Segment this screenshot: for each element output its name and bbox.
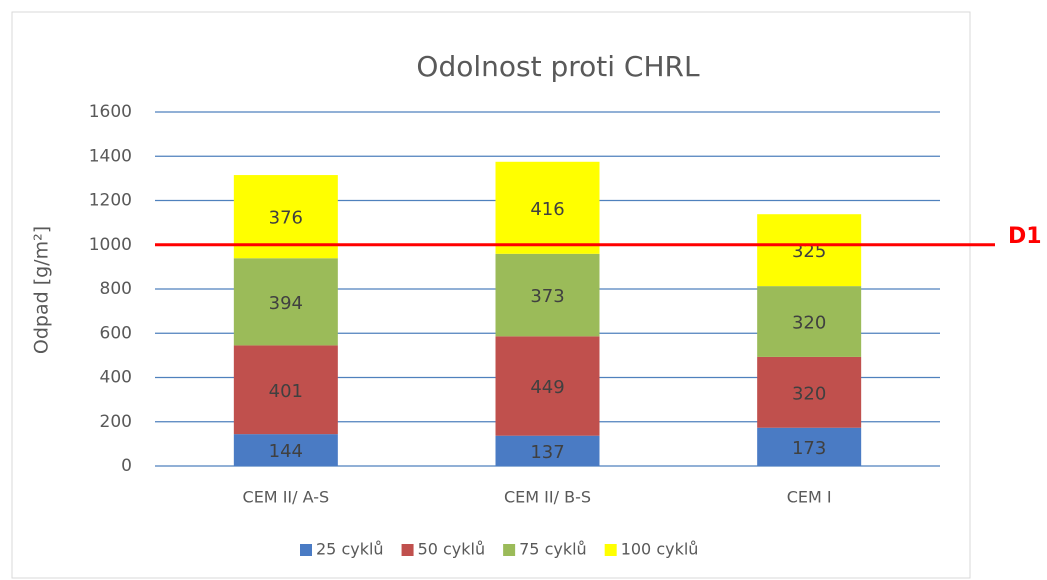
bar-segment bbox=[757, 214, 862, 287]
bar-segment bbox=[233, 434, 338, 466]
y-tick-label: 1400 bbox=[89, 146, 132, 166]
data-label: 373 bbox=[530, 286, 564, 307]
y-tick-label: 1600 bbox=[89, 102, 132, 122]
legend-label: 50 cyklů bbox=[418, 540, 486, 559]
bar-segment bbox=[495, 336, 600, 436]
y-tick-label: 200 bbox=[100, 412, 132, 432]
bar-segment bbox=[495, 253, 600, 337]
y-tick-label: 1200 bbox=[89, 191, 132, 211]
legend-swatch bbox=[401, 544, 414, 556]
legend-label: 25 cyklů bbox=[316, 540, 384, 559]
bar-segment bbox=[495, 161, 600, 254]
data-label: 137 bbox=[530, 442, 564, 463]
legend-swatch bbox=[503, 544, 516, 556]
data-label: 144 bbox=[269, 441, 303, 462]
y-tick-label: 400 bbox=[100, 368, 132, 388]
data-label: 376 bbox=[269, 208, 303, 229]
bar-segment bbox=[757, 427, 862, 466]
y-tick-label: 800 bbox=[100, 279, 132, 299]
y-tick-label: 1000 bbox=[89, 235, 132, 255]
data-label: 449 bbox=[530, 377, 564, 398]
chart-title: Odolnost proti CHRL bbox=[416, 50, 700, 83]
data-label: 394 bbox=[269, 293, 303, 314]
reference-label: D1 bbox=[1008, 224, 1042, 249]
legend-swatch bbox=[604, 544, 617, 556]
data-label: 401 bbox=[269, 381, 303, 402]
data-label: 173 bbox=[792, 438, 826, 459]
x-tick-label: CEM II/ B-S bbox=[504, 488, 591, 507]
legend-label: 75 cyklů bbox=[519, 540, 587, 559]
x-tick-label: CEM I bbox=[787, 488, 832, 507]
legend-swatch bbox=[300, 544, 312, 556]
data-label: 320 bbox=[792, 313, 826, 334]
bar-segment bbox=[495, 435, 600, 466]
data-label: 325 bbox=[792, 241, 826, 262]
data-label: 416 bbox=[530, 199, 564, 220]
legend-label: 100 cyklů bbox=[621, 540, 699, 559]
x-tick-label: CEM II/ A-S bbox=[243, 488, 330, 507]
y-tick-label: 600 bbox=[100, 323, 132, 343]
y-tick-label: 0 bbox=[121, 456, 132, 476]
bar-segment bbox=[233, 258, 338, 346]
bar-segment bbox=[757, 286, 862, 357]
bar-segment bbox=[233, 345, 338, 435]
data-label: 320 bbox=[792, 383, 826, 404]
y-axis-label: Odpad [g/m²] bbox=[31, 226, 53, 354]
bar-segment bbox=[757, 356, 862, 428]
